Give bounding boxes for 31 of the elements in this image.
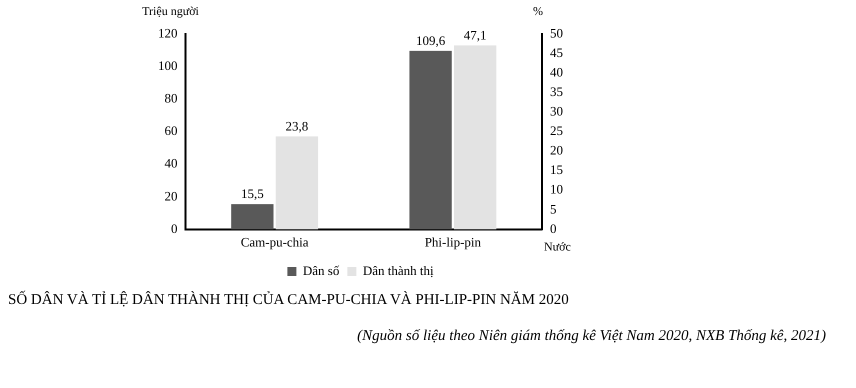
y2-tick-label: 5 — [550, 201, 556, 216]
x-axis-title: Nước — [544, 240, 571, 254]
y-tick-label: 20 — [164, 188, 178, 204]
y2-tick-label: 30 — [550, 104, 563, 119]
legend-label: Dân thành thị — [362, 262, 434, 278]
data-label: 23,8 — [286, 118, 308, 134]
y-tick-label: 0 — [171, 220, 178, 236]
y2-tick-label: 0 — [550, 220, 556, 236]
data-label: 15,5 — [240, 186, 264, 202]
y2-tick-label: 35 — [550, 84, 563, 100]
text: (Nguồn số liệu theo Niên giám thống kê Việt Nam 2020, NXB Thống kê, 2021) — [357, 328, 826, 345]
y2-tick-label: 20 — [550, 142, 563, 158]
y-tick-label: 80 — [164, 90, 178, 106]
y2-tick-label: 45 — [550, 44, 563, 60]
data-label: 47,1 — [464, 27, 487, 42]
y2-tick-label: 40 — [550, 64, 563, 80]
x-tick-label: Phi-lip-pin — [424, 234, 482, 250]
data-label: 109,6 — [416, 32, 446, 48]
y2-tick-label: 15 — [550, 162, 563, 178]
y-tick-label: 60 — [164, 123, 178, 138]
text: SỐ DÂN VÀ TỈ LỆ DÂN THÀNH THỊ CỦA CAM-PU-CHIA VÀ PHI-LIP-PIN NĂM 2020 — [8, 292, 569, 309]
y-tick-label: 120 — [158, 25, 178, 40]
y2-tick-label: 10 — [550, 182, 563, 197]
y-tick-label: 100 — [158, 58, 178, 73]
y2-axis-title: % — [533, 4, 543, 18]
y-axis-title: Triệu người — [142, 4, 200, 18]
y2-tick-label: 25 — [550, 123, 563, 138]
x-tick-label: Cam-pu-chia — [240, 234, 309, 250]
y2-tick-label: 50 — [550, 25, 563, 40]
legend-label: Dân số — [302, 262, 340, 278]
y-tick-label: 40 — [164, 156, 178, 171]
